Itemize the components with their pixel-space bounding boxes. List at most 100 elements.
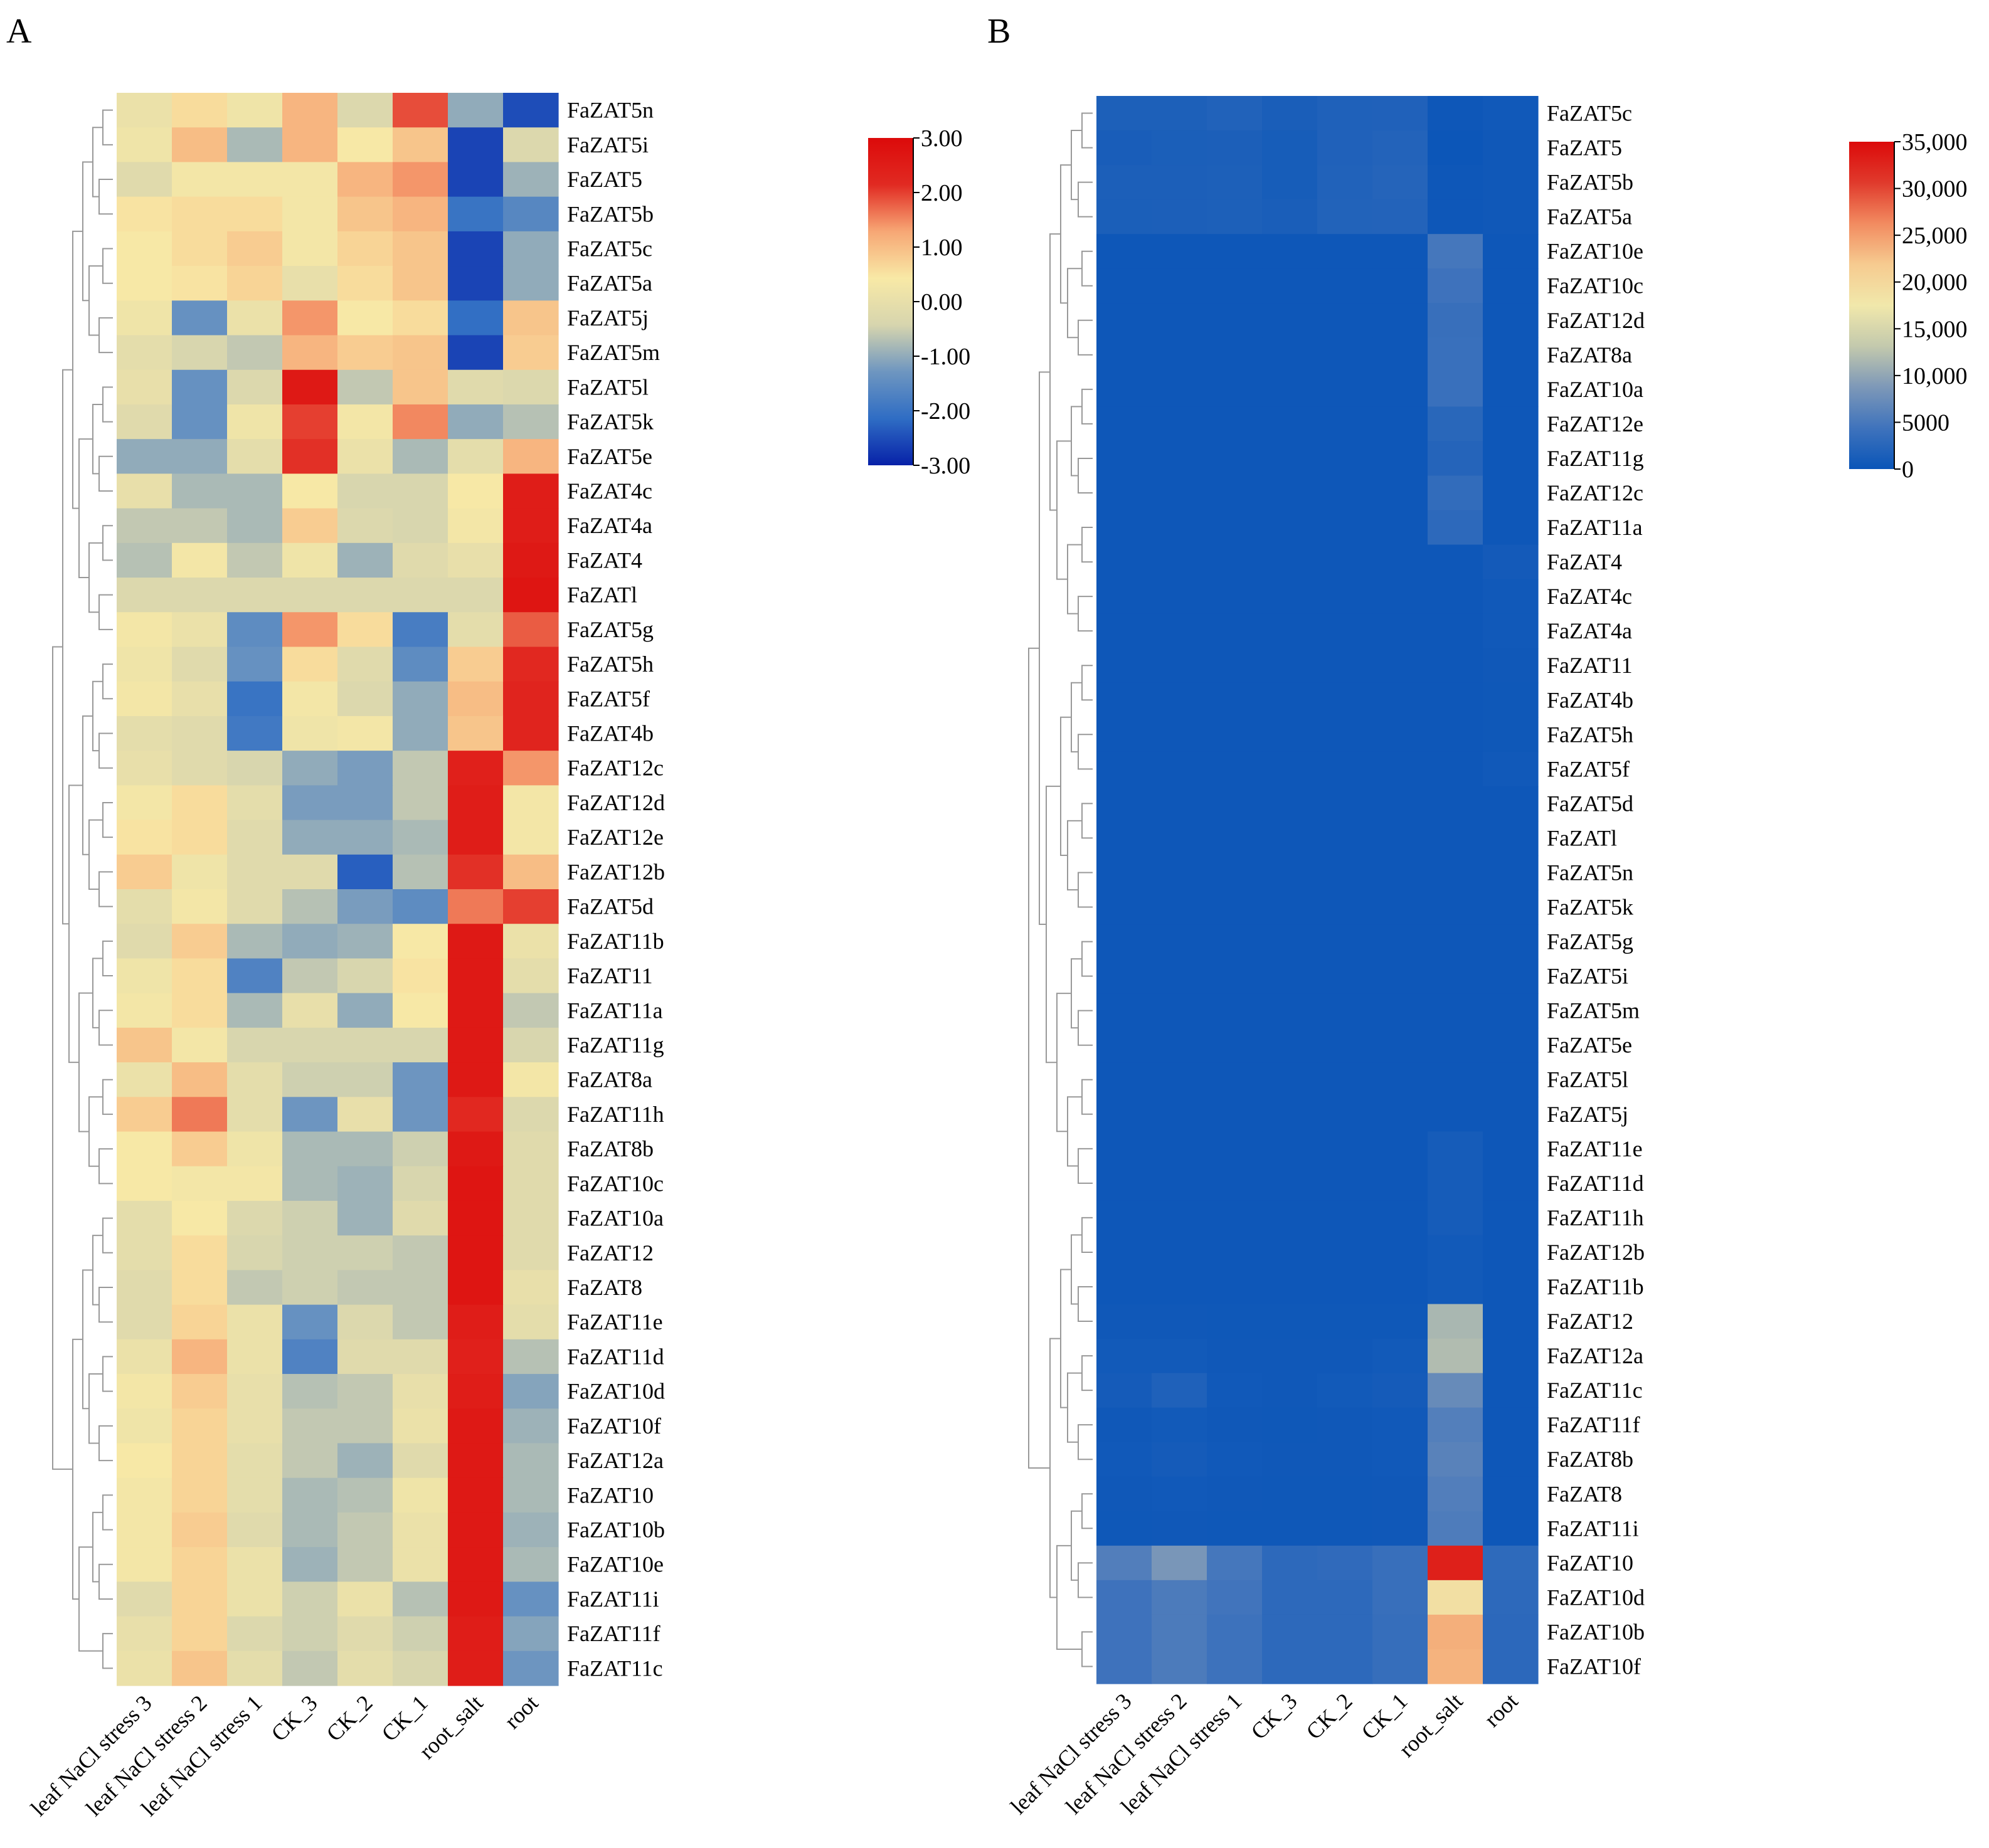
heatmap-a-cell	[227, 439, 283, 474]
heatmap-a-cell	[227, 1304, 283, 1340]
heatmap-b-cell	[1483, 820, 1539, 856]
heatmap-a-cell	[448, 404, 504, 440]
heatmap-b-cell	[1372, 1062, 1428, 1097]
heatmap-b-cell	[1096, 268, 1152, 304]
heatmap-a-cell	[448, 93, 504, 128]
heatmap-b-cell	[1372, 96, 1428, 131]
heatmap-b-cell	[1262, 1097, 1318, 1132]
heatmap-b-cell	[1152, 1407, 1207, 1443]
heatmap-a-cell	[227, 1200, 283, 1236]
heatmap-a-cell	[448, 1235, 504, 1270]
heatmap-a-cell	[393, 1097, 448, 1133]
heatmap-a-cell	[337, 1339, 393, 1375]
heatmap-a-cell	[503, 681, 559, 717]
heatmap-b-cell	[1317, 993, 1373, 1028]
heatmap-a-cell	[448, 578, 504, 613]
heatmap-a-row-label: FaZAT10f	[567, 1413, 661, 1439]
heatmap-a-cell	[337, 335, 393, 371]
heatmap-b-row-label: FaZAT5c	[1547, 101, 1632, 126]
heatmap-a-cell	[117, 93, 172, 128]
heatmap-a-cell	[503, 1408, 559, 1444]
heatmap-a-cell	[282, 1547, 338, 1582]
heatmap-b-cell	[1207, 1580, 1263, 1615]
heatmap-b-cell	[1483, 1338, 1539, 1374]
heatmap-a-cell	[117, 300, 172, 336]
heatmap-a-cell	[117, 1235, 172, 1270]
heatmap-b-cell	[1152, 303, 1207, 338]
heatmap-b-cell	[1317, 1269, 1373, 1305]
heatmap-a-cell	[117, 1581, 172, 1617]
heatmap-a-cell	[282, 785, 338, 821]
heatmap-a-cell	[393, 1200, 448, 1236]
heatmap-a-cell	[172, 404, 228, 440]
heatmap-a-cell	[117, 785, 172, 821]
heatmap-a-row-label: FaZAT5l	[567, 374, 649, 399]
heatmap-a-cell	[503, 924, 559, 959]
heatmap-a-colorbar-tick-label: -3.00	[921, 453, 970, 479]
heatmap-b-cell	[1152, 1304, 1207, 1339]
heatmap-b-cell	[1262, 890, 1318, 925]
heatmap-b-cell	[1207, 924, 1263, 959]
heatmap-a-cell	[117, 854, 172, 890]
heatmap-a-cell	[282, 751, 338, 786]
heatmap-a-cell	[282, 439, 338, 474]
heatmap-b-cell	[1483, 1545, 1539, 1581]
heatmap-b-cell	[1096, 820, 1152, 856]
heatmap-a-cell	[172, 1650, 228, 1686]
heatmap-a-cell	[117, 127, 172, 163]
heatmap-a-cell	[393, 1581, 448, 1617]
heatmap-a-row-label: FaZAT5d	[567, 894, 654, 919]
heatmap-a-row-label: FaZAT5m	[567, 340, 660, 365]
heatmap-b-cell	[1262, 1200, 1318, 1236]
heatmap-b-cell	[1317, 510, 1373, 546]
heatmap-a-cell	[282, 162, 338, 198]
heatmap-b-cell	[1262, 337, 1318, 372]
heatmap-b-cell	[1483, 1200, 1539, 1236]
heatmap-a-cell	[393, 1477, 448, 1513]
heatmap-b-cell	[1428, 751, 1483, 787]
heatmap-a-cell	[337, 820, 393, 855]
heatmap-b-cell	[1428, 993, 1483, 1028]
heatmap-b-cell	[1152, 682, 1207, 718]
heatmap-b-cell	[1262, 855, 1318, 890]
heatmap-a-cell	[393, 1304, 448, 1340]
heatmap-a-cell	[172, 508, 228, 544]
heatmap-a-cell	[393, 1408, 448, 1444]
heatmap-a-cell	[117, 439, 172, 474]
heatmap-a-cell	[337, 578, 393, 613]
heatmap-b-cell	[1096, 1062, 1152, 1097]
heatmap-a-row-label: FaZAT4c	[567, 478, 652, 504]
heatmap-b-row-label: FaZAT10d	[1547, 1585, 1645, 1610]
heatmap-a-cell	[172, 1477, 228, 1513]
heatmap-a-cell	[172, 1304, 228, 1340]
heatmap-b-cell	[1428, 96, 1483, 131]
heatmap-a-cell	[448, 820, 504, 855]
heatmap-b-cell	[1207, 1097, 1263, 1132]
heatmap-b-cell	[1483, 786, 1539, 821]
heatmap-a-cell	[503, 1131, 559, 1167]
heatmap-a-cell	[282, 1131, 338, 1167]
heatmap-b-cell	[1207, 890, 1263, 925]
heatmap-a-cell	[172, 751, 228, 786]
heatmap-b-cell	[1207, 234, 1263, 269]
heatmap-b-cell	[1207, 717, 1263, 752]
heatmap-a-cell	[117, 751, 172, 786]
heatmap-b-cell	[1317, 337, 1373, 372]
heatmap-a-cell	[393, 266, 448, 301]
heatmap-b-row-label: FaZAT11a	[1547, 515, 1643, 540]
heatmap-a-cell	[172, 820, 228, 855]
heatmap-b-cell	[1262, 1442, 1318, 1477]
heatmap-a-cell	[282, 681, 338, 717]
heatmap-b-cell	[1096, 1235, 1152, 1270]
heatmap-a-cell	[282, 993, 338, 1028]
heatmap-b-cell	[1152, 648, 1207, 684]
heatmap-a-cell	[448, 1339, 504, 1375]
heatmap-a-cell	[117, 404, 172, 440]
heatmap-b-cell	[1483, 1235, 1539, 1270]
heatmap-a-cell	[503, 266, 559, 301]
heatmap-b-cell	[1152, 1235, 1207, 1270]
heatmap-b-cell	[1152, 337, 1207, 372]
heatmap-a-cell	[117, 1650, 172, 1686]
heatmap-a-cell	[448, 1616, 504, 1652]
heatmap-b-cell	[1483, 1476, 1539, 1512]
